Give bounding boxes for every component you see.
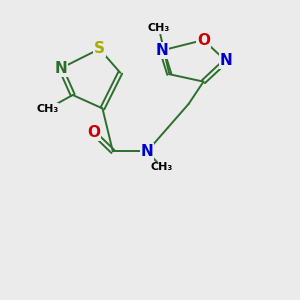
Text: O: O bbox=[87, 125, 100, 140]
Text: CH₃: CH₃ bbox=[148, 23, 170, 33]
Text: CH₃: CH₃ bbox=[36, 104, 58, 114]
Text: N: N bbox=[55, 61, 67, 76]
Text: N: N bbox=[155, 43, 168, 58]
Text: N: N bbox=[141, 144, 153, 159]
Text: O: O bbox=[197, 32, 210, 47]
Text: S: S bbox=[94, 41, 105, 56]
Text: N: N bbox=[219, 53, 232, 68]
Text: CH₃: CH₃ bbox=[151, 162, 173, 172]
